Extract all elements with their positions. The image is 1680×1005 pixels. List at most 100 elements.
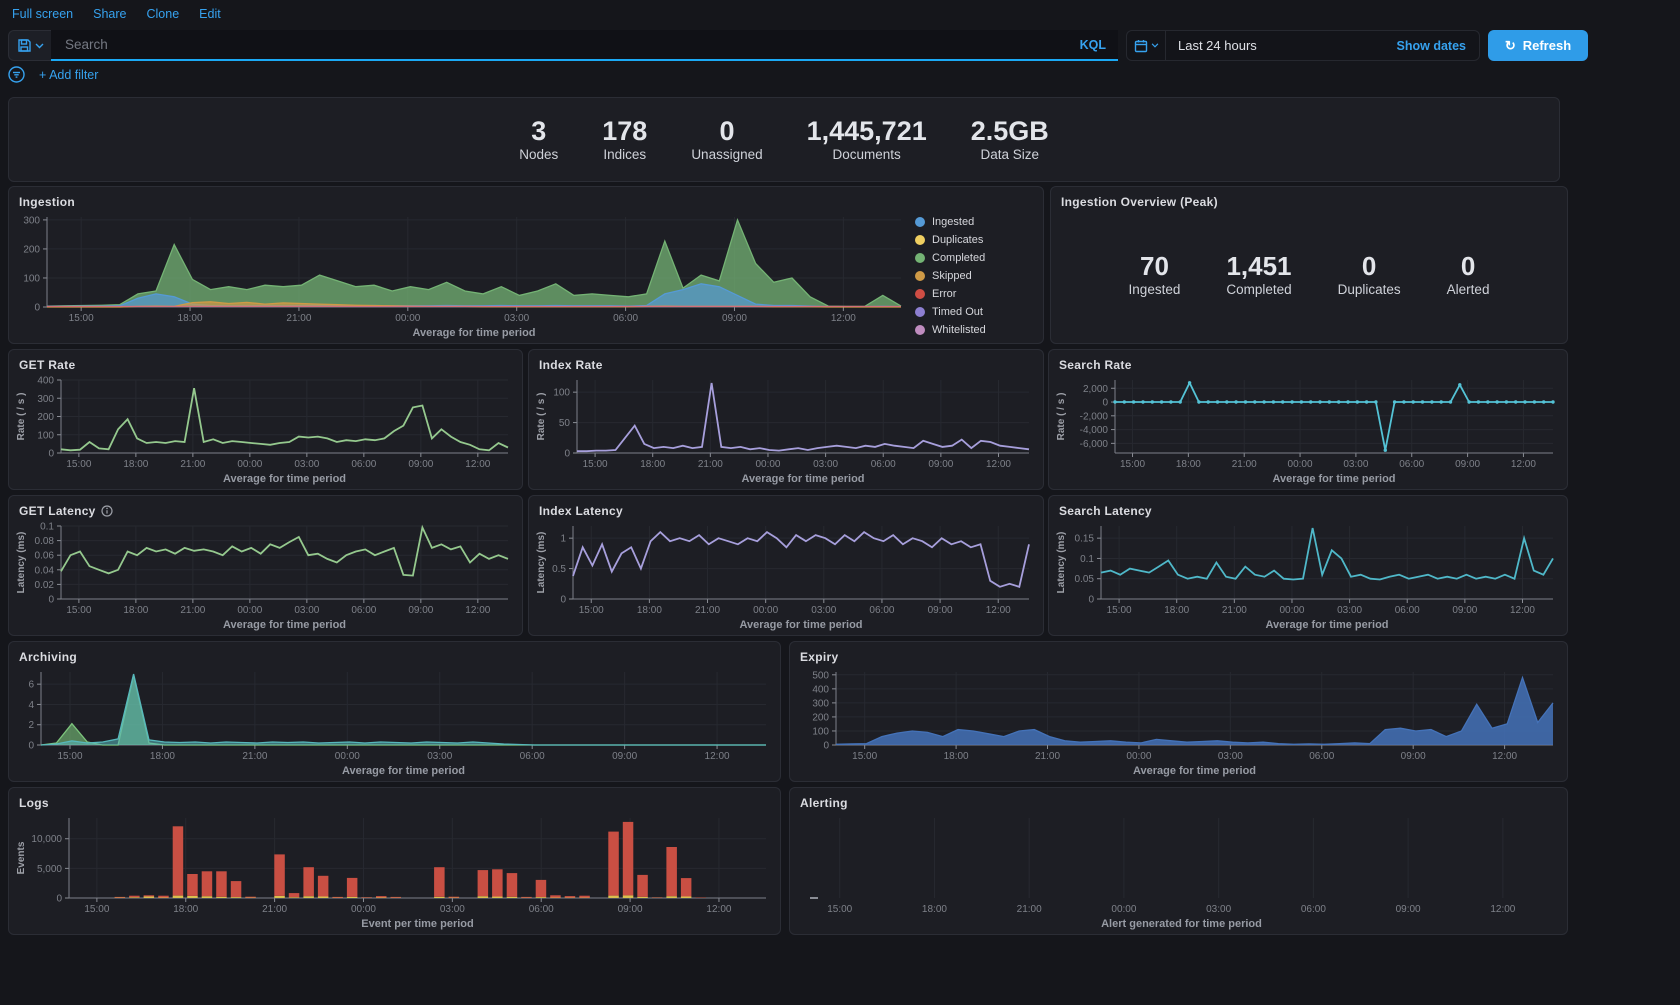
svg-text:12:00: 12:00 [1510,605,1535,616]
svg-text:0.1: 0.1 [40,522,54,533]
svg-text:Average for time period: Average for time period [1272,473,1395,485]
panel-expiry: Expiry 0 100 200 300 400 500 15:00 18:00 21:00 00… [789,641,1568,782]
panel-get-latency: GET Latency 0 0.02 0.04 0.06 0.08 0.1 15:00 18:… [8,495,523,636]
stat-indices: 178 Indices [602,115,648,163]
svg-text:21:00: 21:00 [180,459,205,470]
refresh-icon: ↻ [1504,37,1516,53]
svg-text:06:00: 06:00 [1309,751,1334,762]
svg-text:12:00: 12:00 [465,605,490,616]
edit-link[interactable]: Edit [199,7,221,21]
svg-text:00:00: 00:00 [753,605,778,616]
panel-archiving: Archiving 0 2 4 6 15:00 18:00 21:00 00:00 03:00 0… [8,641,781,782]
alerting-chart[interactable]: 15:00 18:00 21:00 00:00 03:00 06:00 09:00 12:00… [794,810,1563,932]
svg-text:21:00: 21:00 [242,751,267,762]
filter-icon[interactable] [8,66,25,83]
search-input[interactable] [63,36,1072,53]
panel-search-latency: Search Latency 0 0.05 0.1 0.15 15:00 18:00 21:… [1048,495,1568,636]
panel-title: Search Rate [1059,358,1132,372]
index-rate-chart[interactable]: 0 50 100 15:00 18:00 21:00 00:00 03:00 06:00 09:0… [533,372,1039,487]
ingestion-legend: Ingested Duplicates Completed Skipped Error T… [915,213,1033,339]
svg-text:06:00: 06:00 [529,904,554,915]
legend-dot-icon [915,289,925,299]
svg-text:18:00: 18:00 [922,904,947,915]
calendar-button[interactable] [1127,31,1166,60]
svg-text:21:00: 21:00 [1017,904,1042,915]
legend-item-ingested[interactable]: Ingested [915,213,1033,231]
panel-index-rate: Index Rate 0 50 100 15:00 18:00 21:00 00:00 03:… [528,349,1044,490]
svg-text:Rate ( / s ): Rate ( / s ) [16,393,27,441]
svg-text:00:00: 00:00 [1126,751,1151,762]
refresh-button[interactable]: ↻ Refresh [1488,30,1588,61]
svg-text:0: 0 [1102,398,1108,409]
svg-text:00:00: 00:00 [395,313,420,324]
panel-alerting: Alerting 15:00 18:00 21:00 00:00 03:00 06:00 0… [789,787,1568,935]
svg-text:00:00: 00:00 [755,459,780,470]
search-rate-chart[interactable]: 2,000 0 -2,000 -4,000 -6,000 15:00 18:00 21:00 0… [1053,372,1563,487]
svg-text:0: 0 [560,595,566,606]
svg-text:03:00: 03:00 [1343,459,1368,470]
index-latency-chart[interactable]: 0 0.5 1 15:00 18:00 21:00 00:00 03:00 06:00 09:00… [533,518,1039,633]
stat-data-size: 2.5GB Data Size [970,115,1049,163]
svg-text:0: 0 [1088,595,1094,606]
svg-text:03:00: 03:00 [427,751,452,762]
add-filter-button[interactable]: + Add filter [39,67,99,82]
legend-item-whitelisted[interactable]: Whitelisted [915,321,1033,339]
svg-text:400: 400 [812,684,829,695]
svg-text:06:00: 06:00 [351,459,376,470]
svg-text:21:00: 21:00 [286,313,311,324]
svg-text:15:00: 15:00 [69,313,94,324]
saved-query-button[interactable] [8,30,51,61]
svg-text:00:00: 00:00 [1111,904,1136,915]
full-screen-link[interactable]: Full screen [12,7,74,21]
panel-title: Index Latency [539,504,623,518]
logs-chart[interactable]: 0 5,000 10,000 15:00 18:00 21:00 00:00 03:00 06:… [13,810,776,932]
svg-text:18:00: 18:00 [173,904,198,915]
svg-text:00:00: 00:00 [237,459,262,470]
svg-text:12:00: 12:00 [831,313,856,324]
svg-text:Average for time period: Average for time period [223,619,346,631]
svg-text:12:00: 12:00 [465,459,490,470]
share-link[interactable]: Share [93,7,127,21]
svg-text:06:00: 06:00 [871,459,896,470]
svg-text:Average for time period: Average for time period [1265,619,1388,631]
legend-dot-icon [915,235,925,245]
svg-text:18:00: 18:00 [150,751,175,762]
svg-text:0: 0 [56,894,62,905]
ingestion-chart[interactable]: 0 100 200 300 15:00 18:00 21:00 00:00 03:00 06:00… [13,209,911,341]
expiry-chart[interactable]: 0 100 200 300 400 500 15:00 18:00 21:00 00:00 03:0… [794,664,1563,779]
legend-item-completed[interactable]: Completed [915,249,1033,267]
svg-text:18:00: 18:00 [944,751,969,762]
panel-search-rate: Search Rate 2,000 0 -2,000 -4,000 -6,000 15:0… [1048,349,1568,490]
search-latency-chart[interactable]: 0 0.05 0.1 0.15 15:00 18:00 21:00 00:00 03:00 06:… [1053,518,1563,633]
get-rate-chart[interactable]: 0 100 200 300 400 15:00 18:00 21:00 00:00 03:00 06… [13,372,518,487]
panel-ingestion-overview: Ingestion Overview (Peak) 70 Ingested 1,4… [1050,186,1568,344]
svg-text:18:00: 18:00 [1176,459,1201,470]
show-dates-button[interactable]: Show dates [1396,38,1466,53]
legend-item-error[interactable]: Error [915,285,1033,303]
clone-link[interactable]: Clone [146,7,180,21]
get-latency-chart[interactable]: 0 0.02 0.04 0.06 0.08 0.1 15:00 18:00 21:00 00:00… [13,518,518,633]
legend-item-timed-out[interactable]: Timed Out [915,303,1033,321]
svg-text:0.06: 0.06 [35,551,55,562]
svg-text:12:00: 12:00 [1511,459,1536,470]
svg-text:18:00: 18:00 [640,459,665,470]
svg-text:12:00: 12:00 [986,605,1011,616]
legend-item-duplicates[interactable]: Duplicates [915,231,1033,249]
svg-text:100: 100 [23,273,40,284]
kql-button[interactable]: KQL [1079,37,1106,52]
info-icon[interactable] [101,505,113,517]
time-range-text[interactable]: Last 24 hours [1178,38,1257,53]
svg-text:09:00: 09:00 [928,459,953,470]
svg-text:00:00: 00:00 [1279,605,1304,616]
panel-title: Index Rate [539,358,603,372]
svg-text:00:00: 00:00 [1288,459,1313,470]
svg-text:09:00: 09:00 [1452,605,1477,616]
svg-text:6: 6 [28,680,34,691]
archiving-chart[interactable]: 0 2 4 6 15:00 18:00 21:00 00:00 03:00 06:00 09:00 1… [13,664,776,779]
svg-text:06:00: 06:00 [869,605,894,616]
svg-text:Average for time period: Average for time period [412,327,535,339]
svg-text:03:00: 03:00 [504,313,529,324]
svg-text:0: 0 [564,449,570,460]
legend-item-skipped[interactable]: Skipped [915,267,1033,285]
cluster-stats-panel: 3 Nodes 178 Indices 0 Unassigned 1,445,721 D… [8,97,1560,182]
